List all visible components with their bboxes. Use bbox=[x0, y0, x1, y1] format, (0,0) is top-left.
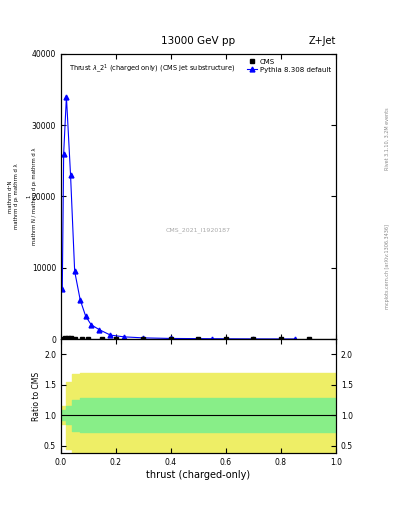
Text: Thrust $\lambda\_2^1$ (charged only) (CMS jet substructure): Thrust $\lambda\_2^1$ (charged only) (CM… bbox=[69, 62, 236, 75]
Pythia 8.308 default bbox=[72, 268, 77, 274]
Pythia 8.308 default bbox=[251, 336, 256, 342]
CMS bbox=[79, 336, 84, 342]
Y-axis label: Ratio to CMS: Ratio to CMS bbox=[32, 372, 41, 421]
Line: CMS: CMS bbox=[61, 336, 310, 341]
Pythia 8.308 default bbox=[68, 172, 73, 178]
Text: mathrm d²N
mathrm d pₜ mathrm d λ

1
mathrm N / mathrm d pₜ mathrm d λ: mathrm d²N mathrm d pₜ mathrm d λ 1 math… bbox=[7, 147, 37, 245]
Pythia 8.308 default bbox=[64, 94, 69, 100]
Pythia 8.308 default bbox=[83, 313, 88, 319]
Text: mcplots.cern.ch [arXiv:1306.3436]: mcplots.cern.ch [arXiv:1306.3436] bbox=[385, 224, 389, 309]
Pythia 8.308 default bbox=[89, 322, 94, 328]
Pythia 8.308 default bbox=[108, 332, 113, 338]
CMS bbox=[65, 335, 70, 342]
Pythia 8.308 default bbox=[60, 286, 64, 292]
Text: 13000 GeV pp: 13000 GeV pp bbox=[162, 36, 235, 46]
CMS bbox=[114, 336, 118, 342]
Pythia 8.308 default bbox=[210, 336, 215, 342]
CMS bbox=[72, 335, 77, 342]
Pythia 8.308 default bbox=[78, 297, 83, 303]
Text: CMS_2021_I1920187: CMS_2021_I1920187 bbox=[166, 228, 231, 233]
CMS bbox=[86, 336, 91, 342]
CMS bbox=[196, 336, 201, 342]
Pythia 8.308 default bbox=[97, 327, 102, 333]
Pythia 8.308 default bbox=[292, 336, 297, 342]
Line: Pythia 8.308 default: Pythia 8.308 default bbox=[60, 94, 297, 342]
Pythia 8.308 default bbox=[122, 334, 127, 340]
CMS bbox=[141, 336, 146, 342]
X-axis label: thrust (charged-only): thrust (charged-only) bbox=[147, 470, 250, 480]
CMS bbox=[63, 335, 68, 342]
Pythia 8.308 default bbox=[141, 335, 146, 341]
CMS bbox=[224, 336, 228, 342]
CMS bbox=[306, 336, 311, 342]
CMS bbox=[68, 335, 73, 342]
CMS bbox=[169, 336, 173, 342]
CMS bbox=[100, 336, 105, 342]
CMS bbox=[279, 336, 283, 342]
Text: Rivet 3.1.10, 3.2M events: Rivet 3.1.10, 3.2M events bbox=[385, 107, 389, 169]
CMS bbox=[251, 336, 256, 342]
Pythia 8.308 default bbox=[169, 335, 173, 342]
CMS bbox=[60, 335, 64, 342]
Text: Z+Jet: Z+Jet bbox=[309, 36, 336, 46]
Legend: CMS, Pythia 8.308 default: CMS, Pythia 8.308 default bbox=[246, 57, 332, 74]
Pythia 8.308 default bbox=[61, 151, 66, 157]
